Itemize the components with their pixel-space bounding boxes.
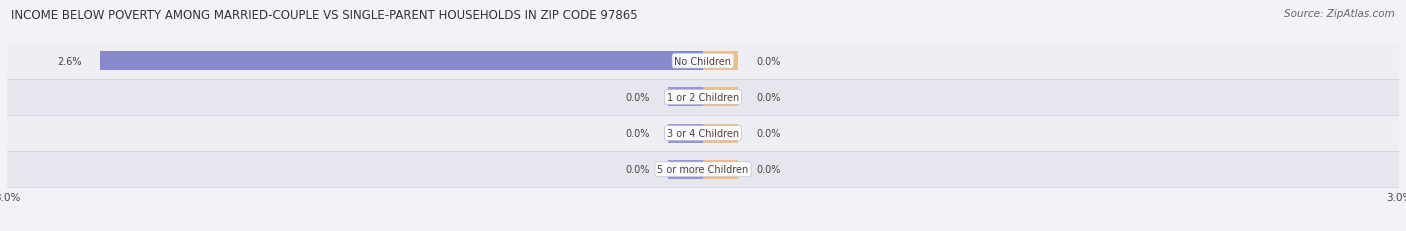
Bar bbox=[7, 116, 1399, 152]
Text: 2.6%: 2.6% bbox=[56, 56, 82, 66]
Bar bbox=[100, 52, 703, 71]
Bar bbox=[703, 52, 738, 71]
Text: 5 or more Children: 5 or more Children bbox=[658, 165, 748, 175]
Text: 0.0%: 0.0% bbox=[626, 92, 650, 103]
Bar bbox=[703, 160, 738, 179]
Bar bbox=[7, 79, 1399, 116]
Bar bbox=[7, 152, 1399, 188]
Text: 0.0%: 0.0% bbox=[756, 165, 780, 175]
Text: No Children: No Children bbox=[675, 56, 731, 66]
Text: 0.0%: 0.0% bbox=[756, 92, 780, 103]
Text: 0.0%: 0.0% bbox=[626, 128, 650, 139]
Bar bbox=[7, 43, 1399, 79]
Text: 1 or 2 Children: 1 or 2 Children bbox=[666, 92, 740, 103]
Text: INCOME BELOW POVERTY AMONG MARRIED-COUPLE VS SINGLE-PARENT HOUSEHOLDS IN ZIP COD: INCOME BELOW POVERTY AMONG MARRIED-COUPL… bbox=[11, 9, 638, 22]
Text: 0.0%: 0.0% bbox=[756, 128, 780, 139]
Bar bbox=[668, 124, 703, 143]
Text: Source: ZipAtlas.com: Source: ZipAtlas.com bbox=[1284, 9, 1395, 19]
Text: 0.0%: 0.0% bbox=[626, 165, 650, 175]
Bar bbox=[703, 124, 738, 143]
Text: 0.0%: 0.0% bbox=[756, 56, 780, 66]
Bar bbox=[703, 88, 738, 107]
Text: 3 or 4 Children: 3 or 4 Children bbox=[666, 128, 740, 139]
Bar bbox=[668, 160, 703, 179]
Bar bbox=[668, 88, 703, 107]
